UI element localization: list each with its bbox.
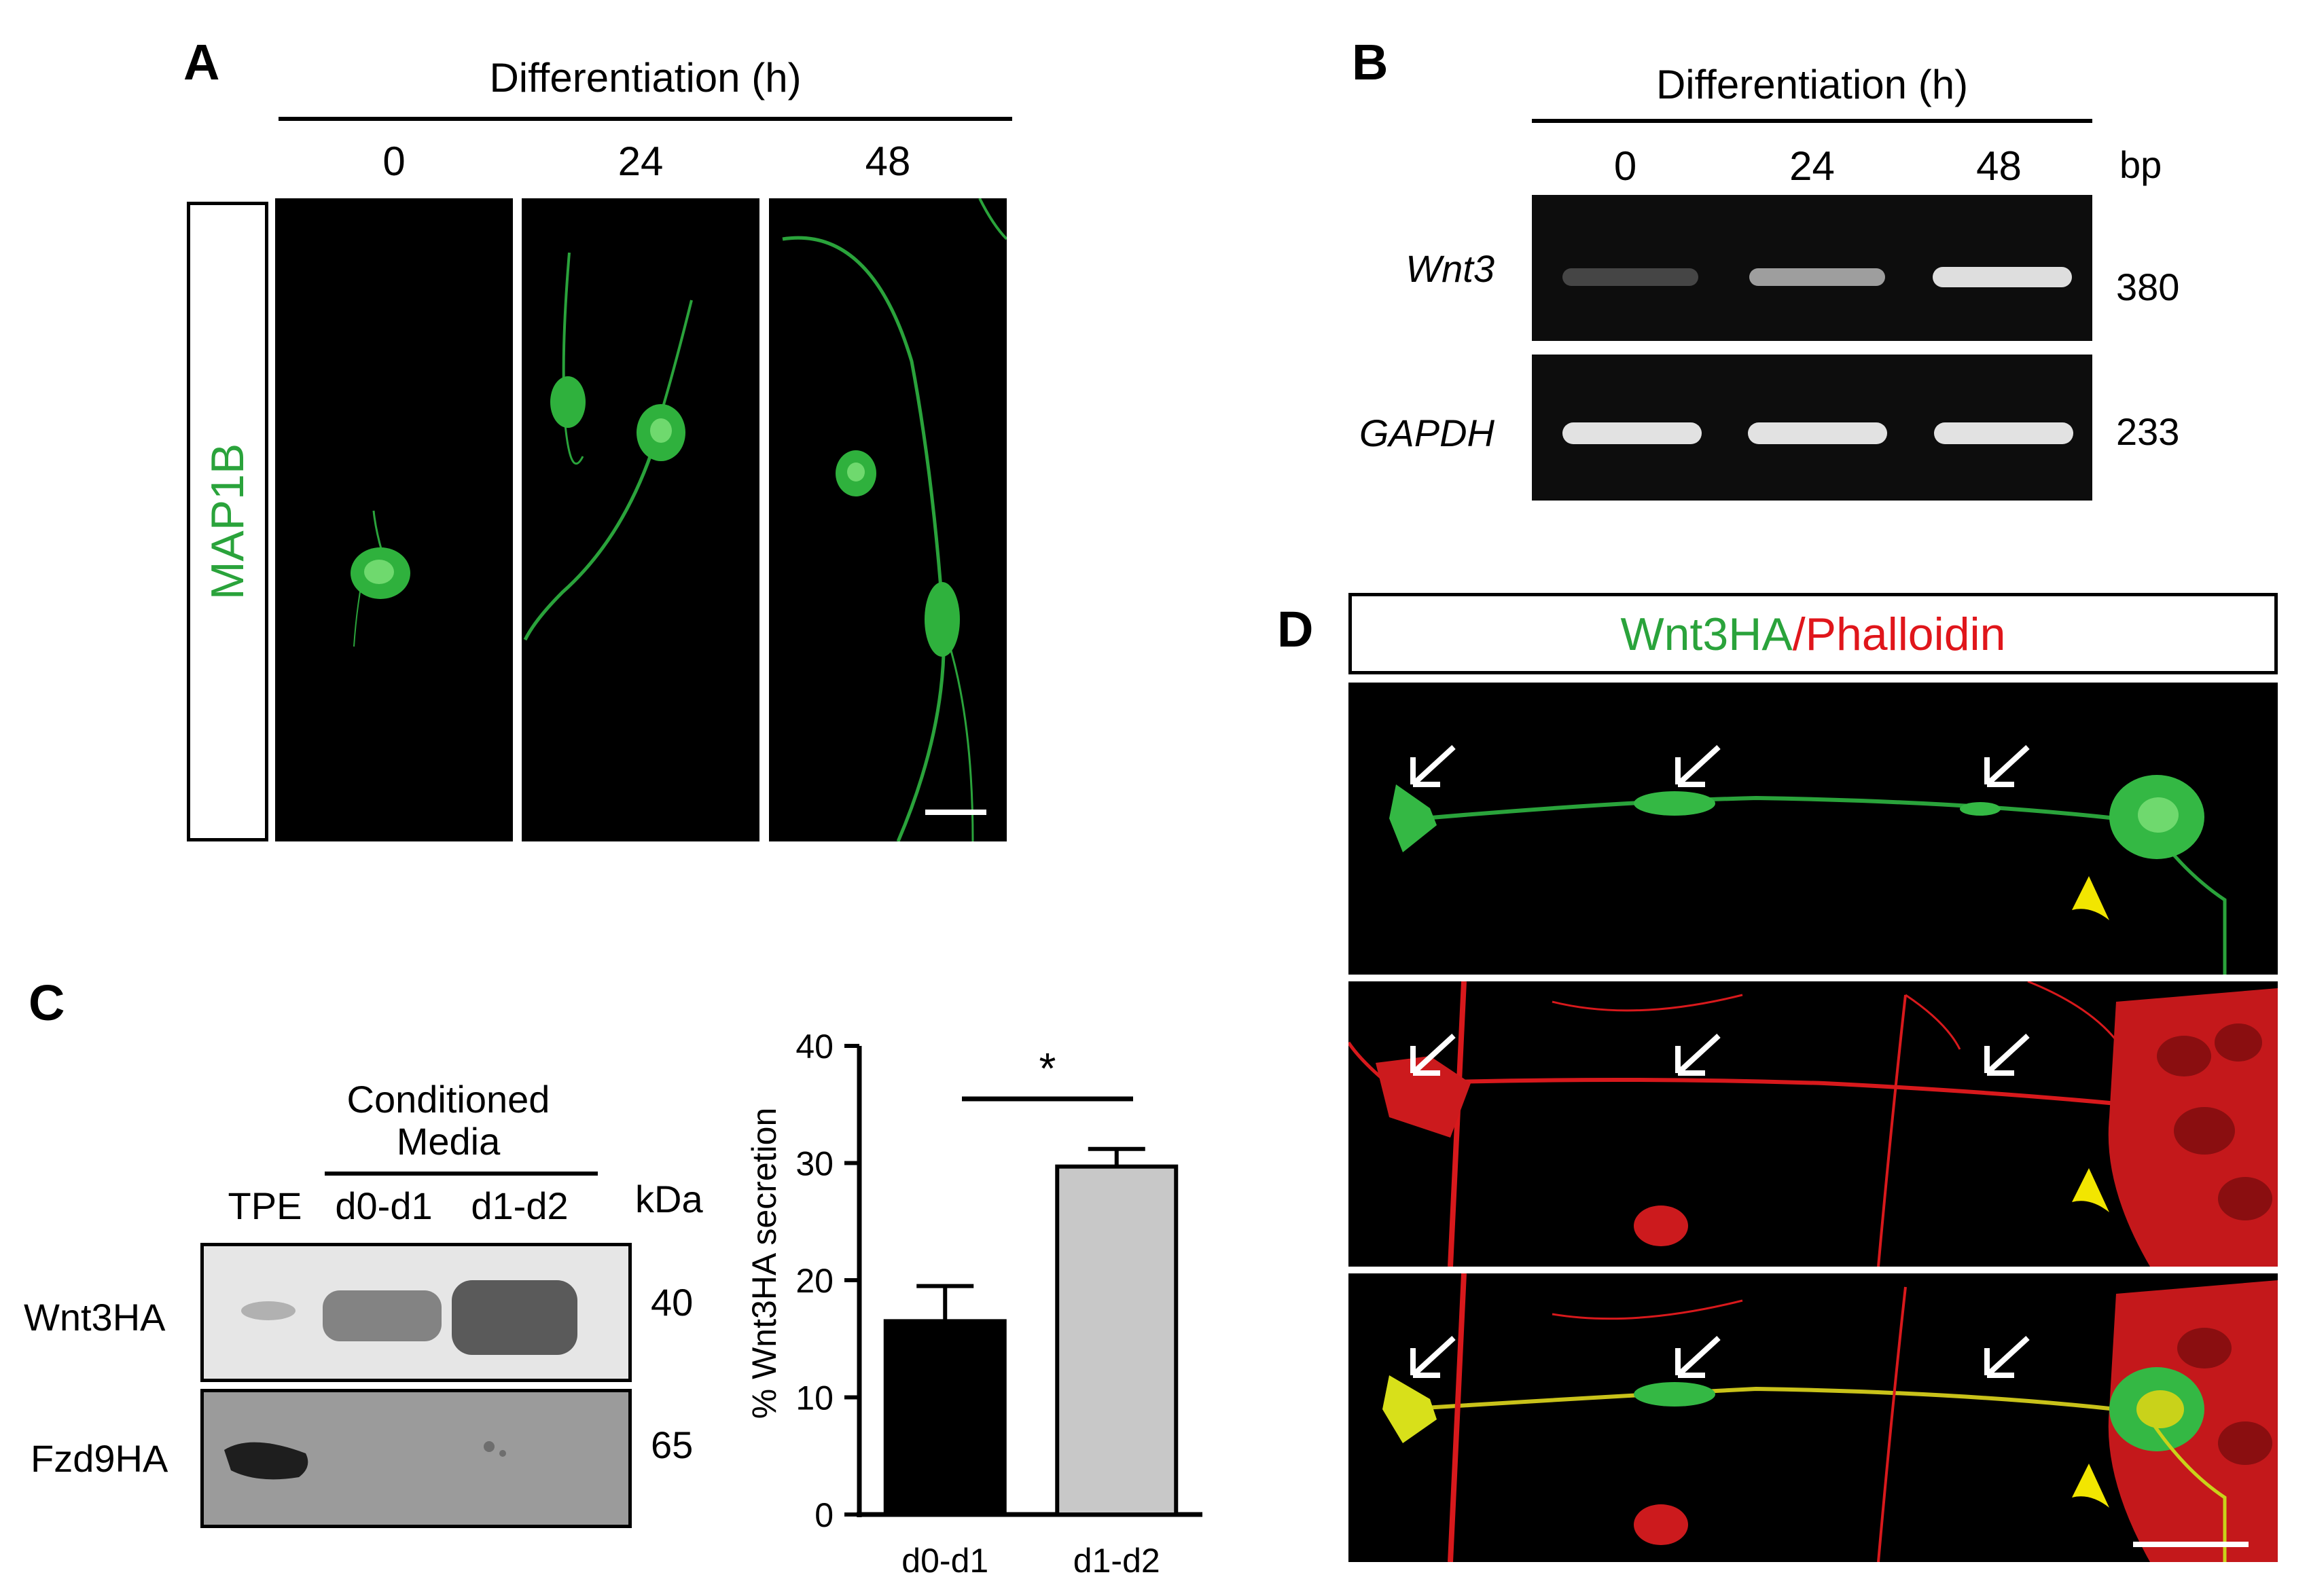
gel-gapdh — [1532, 355, 2092, 501]
lane-label-tpe: TPE — [228, 1184, 302, 1227]
significance-star: * — [1039, 1044, 1056, 1093]
arrowhead-icon — [2072, 1168, 2109, 1212]
chart-bar-d1-d2 — [1055, 1164, 1179, 1517]
panel-b-timepoint-48: 48 — [1976, 143, 2022, 189]
panel-label-a: A — [183, 34, 220, 90]
gel-band — [1934, 422, 2073, 444]
panel-a-header: Differentiation (h) — [489, 55, 802, 101]
gel-size-233: 233 — [2116, 410, 2180, 453]
panel-b-timepoint-24: 24 — [1789, 143, 1835, 189]
micrograph-24h — [522, 198, 759, 841]
chart-x-tick-label: d0-d1 — [901, 1542, 988, 1580]
chart-y-tick-label: 10 — [795, 1379, 834, 1417]
chart-x-tick-label: d1-d2 — [1073, 1542, 1160, 1580]
gel-band — [1562, 422, 1702, 444]
blot-mw-65: 65 — [651, 1423, 694, 1466]
gel-band — [1748, 422, 1887, 444]
arrow-icon — [1410, 1034, 2030, 1076]
arrowhead-icon — [2072, 1464, 2109, 1508]
gel-size-380: 380 — [2116, 266, 2180, 308]
blot-wnt3ha — [200, 1243, 632, 1382]
marker-label-box — [187, 202, 268, 841]
panel-b-header-rule — [1532, 119, 2092, 123]
gel-band — [1933, 267, 2072, 287]
panel-d-title-box — [1348, 593, 2278, 674]
gel-band — [1749, 268, 1885, 286]
title-phalloidin: Phalloidin — [1805, 609, 2006, 660]
gel-band — [1562, 268, 1698, 286]
micrograph-wnt3ha — [1348, 683, 2278, 975]
panel-b-size-unit: bp — [2119, 143, 2162, 186]
title-wnt3ha: Wnt3HA — [1620, 609, 1793, 660]
chart-y-tick-label: 0 — [815, 1496, 834, 1534]
panel-b-timepoint-0: 0 — [1613, 143, 1637, 189]
gel-row-label-gapdh: GAPDH — [1359, 412, 1494, 454]
chart-y-tick-label: 30 — [795, 1145, 834, 1183]
blot-row-label-fzd9ha: Fzd9HA — [31, 1437, 168, 1480]
chart-y-tick-label: 20 — [795, 1262, 834, 1300]
chart-y-tick-label: 40 — [795, 1028, 834, 1066]
conditioned-media-header: Conditioned Media — [346, 1078, 550, 1163]
scale-bar — [2133, 1542, 2249, 1547]
lane-label-d0-d1: d0-d1 — [335, 1184, 433, 1227]
arrowhead-icon — [2072, 876, 2109, 920]
micrograph-0h — [275, 198, 513, 841]
blot-mw-unit: kDa — [635, 1178, 703, 1220]
blot-fzd9ha — [200, 1389, 632, 1528]
micrograph-48h — [769, 198, 1007, 841]
panel-label-d: D — [1277, 601, 1314, 657]
panel-label-b: B — [1352, 34, 1389, 90]
chart-y-axis-label: % Wnt3HA secretion — [745, 1108, 783, 1419]
title-separator: / — [1792, 609, 1806, 660]
gel-wnt3 — [1532, 195, 2092, 341]
chart-bar-d0-d1 — [883, 1319, 1007, 1517]
panel-a-timepoint-24: 24 — [617, 139, 664, 184]
blot-mw-40: 40 — [651, 1281, 694, 1324]
panel-a-timepoint-0: 0 — [382, 139, 406, 184]
lane-label-d1-d2: d1-d2 — [471, 1184, 569, 1227]
panel-label-c: C — [29, 975, 65, 1031]
micrograph-merge — [1348, 1273, 2278, 1562]
blot-row-label-wnt3ha: Wnt3HA — [24, 1296, 166, 1339]
panel-a-timepoint-48: 48 — [865, 139, 911, 184]
panel-b-header: Differentiation (h) — [1655, 62, 1969, 107]
arrow-icon — [1410, 1336, 2030, 1378]
gel-row-label-wnt3: Wnt3 — [1406, 247, 1494, 290]
micrograph-phalloidin — [1348, 981, 2278, 1267]
panel-d-title: Wnt3HA/Phalloidin — [1348, 611, 2278, 657]
marker-label-map1b: MAP1B — [202, 443, 253, 600]
panel-a-header-rule — [279, 117, 1012, 121]
conditioned-media-rule — [325, 1172, 598, 1176]
arrow-icon — [1410, 745, 2030, 787]
